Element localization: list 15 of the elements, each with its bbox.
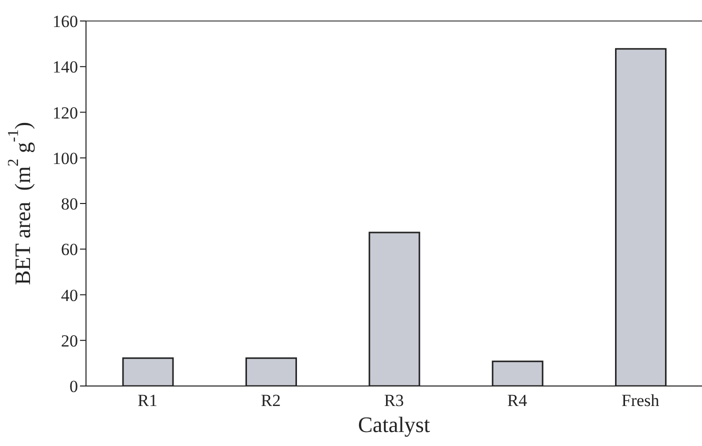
x-tick-label: Fresh — [622, 391, 660, 410]
y-tick-label: 40 — [61, 286, 78, 305]
y-tick-label: 80 — [61, 194, 78, 214]
x-axis-title: Catalyst — [358, 412, 430, 437]
x-tick-label: R1 — [138, 391, 158, 410]
y-tick-label: 100 — [52, 148, 78, 168]
y-tick-label: 140 — [52, 58, 78, 77]
y-tick-label: 160 — [52, 12, 78, 32]
x-tick-label: R3 — [384, 391, 404, 410]
y-tick-label: 60 — [61, 240, 78, 260]
y-tick-label: 20 — [61, 331, 78, 350]
y-tick-label: 120 — [52, 103, 78, 122]
x-tick-label: R4 — [507, 391, 528, 410]
y-tick-label: 0 — [70, 377, 78, 396]
x-tick-label: R2 — [260, 391, 281, 410]
